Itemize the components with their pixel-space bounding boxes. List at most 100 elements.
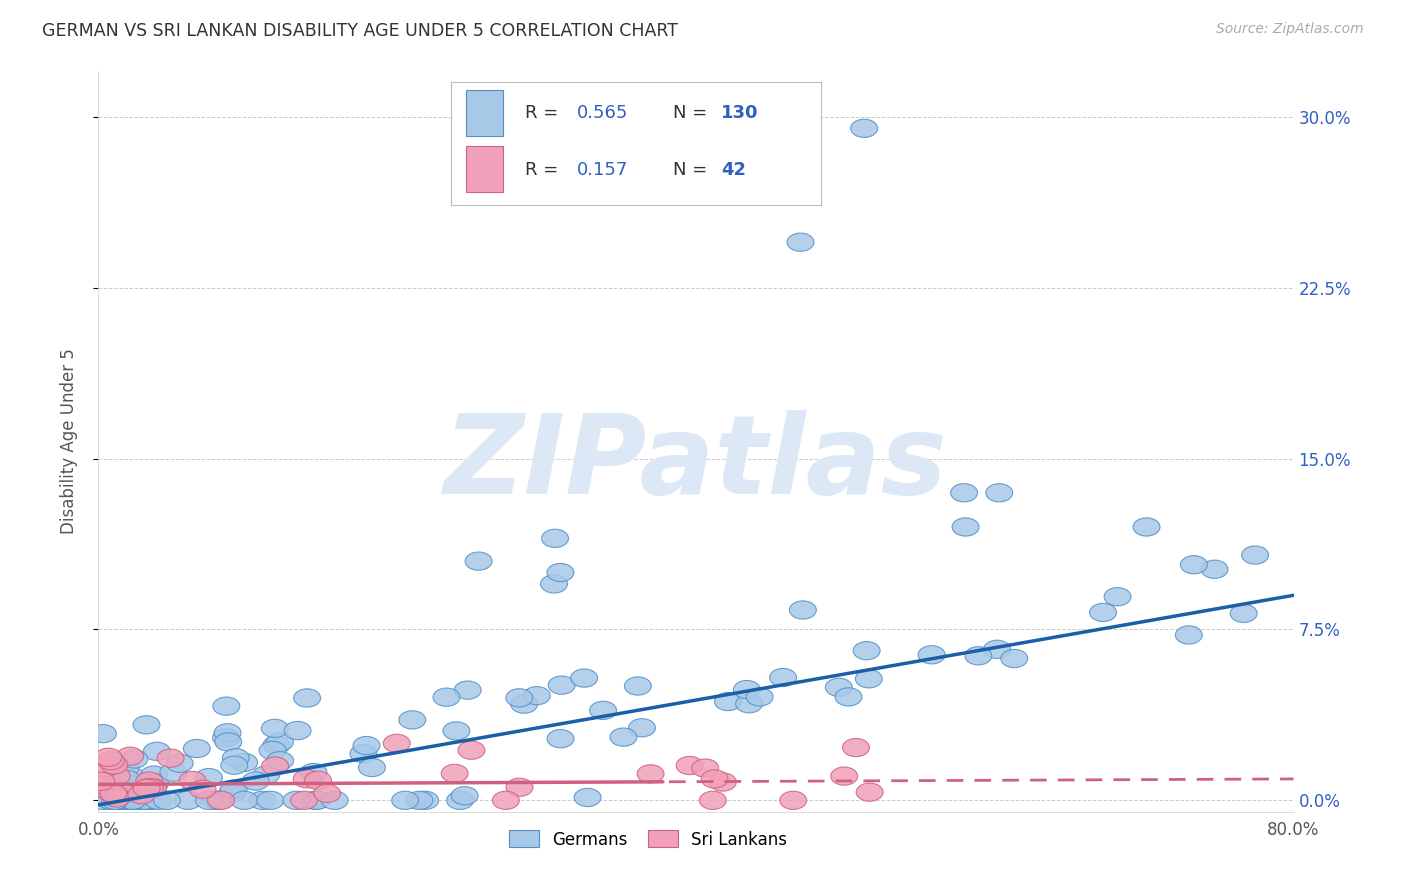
Ellipse shape xyxy=(142,774,169,792)
Ellipse shape xyxy=(262,719,288,738)
Ellipse shape xyxy=(101,791,128,809)
Ellipse shape xyxy=(143,742,170,761)
Ellipse shape xyxy=(789,601,817,619)
Ellipse shape xyxy=(540,574,568,593)
Ellipse shape xyxy=(118,791,145,809)
Ellipse shape xyxy=(195,769,222,787)
Ellipse shape xyxy=(221,756,247,774)
Ellipse shape xyxy=(842,739,869,756)
Ellipse shape xyxy=(384,734,411,753)
Ellipse shape xyxy=(1090,603,1116,622)
Ellipse shape xyxy=(104,791,131,809)
Ellipse shape xyxy=(294,770,321,788)
Ellipse shape xyxy=(103,789,131,807)
Ellipse shape xyxy=(93,786,120,804)
Ellipse shape xyxy=(747,688,773,706)
Ellipse shape xyxy=(179,772,205,789)
Text: ZIPatlas: ZIPatlas xyxy=(444,410,948,517)
Ellipse shape xyxy=(139,780,166,799)
Ellipse shape xyxy=(101,786,128,805)
Ellipse shape xyxy=(212,697,240,715)
Ellipse shape xyxy=(699,791,727,809)
Ellipse shape xyxy=(965,647,991,665)
Ellipse shape xyxy=(160,763,187,781)
Ellipse shape xyxy=(107,782,134,800)
Ellipse shape xyxy=(304,791,330,809)
Ellipse shape xyxy=(1201,560,1227,578)
Ellipse shape xyxy=(321,791,349,809)
Ellipse shape xyxy=(855,670,882,688)
Ellipse shape xyxy=(780,791,807,809)
Ellipse shape xyxy=(141,766,167,784)
Ellipse shape xyxy=(628,719,655,737)
Ellipse shape xyxy=(259,741,285,760)
Ellipse shape xyxy=(174,791,201,809)
Ellipse shape xyxy=(117,767,143,785)
Ellipse shape xyxy=(465,552,492,570)
Ellipse shape xyxy=(128,776,155,794)
Y-axis label: Disability Age Under 5: Disability Age Under 5 xyxy=(59,349,77,534)
Ellipse shape xyxy=(136,772,163,790)
Ellipse shape xyxy=(112,791,139,809)
Ellipse shape xyxy=(692,759,718,777)
Ellipse shape xyxy=(139,779,167,797)
Ellipse shape xyxy=(492,791,519,809)
Ellipse shape xyxy=(547,730,574,747)
Ellipse shape xyxy=(103,766,129,785)
Ellipse shape xyxy=(117,747,143,765)
Ellipse shape xyxy=(96,782,122,800)
Ellipse shape xyxy=(101,756,128,774)
Ellipse shape xyxy=(215,733,242,751)
Ellipse shape xyxy=(139,791,166,809)
Ellipse shape xyxy=(132,791,159,809)
Ellipse shape xyxy=(710,773,737,791)
Ellipse shape xyxy=(231,791,257,809)
Ellipse shape xyxy=(610,728,637,747)
Ellipse shape xyxy=(128,786,155,804)
Ellipse shape xyxy=(441,764,468,782)
Ellipse shape xyxy=(214,723,240,742)
Ellipse shape xyxy=(98,791,125,809)
Ellipse shape xyxy=(157,749,184,767)
Ellipse shape xyxy=(825,678,852,697)
Ellipse shape xyxy=(1001,649,1028,667)
Ellipse shape xyxy=(359,758,385,777)
Ellipse shape xyxy=(115,791,142,809)
Ellipse shape xyxy=(125,791,152,809)
Ellipse shape xyxy=(443,722,470,740)
Ellipse shape xyxy=(219,784,246,802)
Ellipse shape xyxy=(108,791,135,809)
Ellipse shape xyxy=(506,689,533,707)
Ellipse shape xyxy=(547,564,574,582)
Ellipse shape xyxy=(458,741,485,759)
Ellipse shape xyxy=(406,791,433,809)
Ellipse shape xyxy=(624,677,651,695)
Ellipse shape xyxy=(97,752,125,770)
Ellipse shape xyxy=(115,791,142,809)
Ellipse shape xyxy=(129,791,156,809)
Ellipse shape xyxy=(202,791,229,809)
Ellipse shape xyxy=(131,791,157,809)
Ellipse shape xyxy=(769,668,796,687)
Ellipse shape xyxy=(183,739,211,757)
Ellipse shape xyxy=(136,779,163,797)
Ellipse shape xyxy=(96,748,122,766)
Ellipse shape xyxy=(100,784,127,803)
Ellipse shape xyxy=(107,791,134,809)
Ellipse shape xyxy=(263,736,290,755)
Ellipse shape xyxy=(392,791,419,809)
Ellipse shape xyxy=(111,791,138,809)
Ellipse shape xyxy=(734,681,761,698)
Ellipse shape xyxy=(112,759,139,777)
Ellipse shape xyxy=(676,756,703,774)
Ellipse shape xyxy=(231,754,257,772)
Ellipse shape xyxy=(1241,546,1268,565)
Ellipse shape xyxy=(589,701,616,720)
Text: GERMAN VS SRI LANKAN DISABILITY AGE UNDER 5 CORRELATION CHART: GERMAN VS SRI LANKAN DISABILITY AGE UNDE… xyxy=(42,22,678,40)
Ellipse shape xyxy=(262,757,288,775)
Ellipse shape xyxy=(451,787,478,805)
Ellipse shape xyxy=(918,646,945,664)
Ellipse shape xyxy=(121,750,148,768)
Ellipse shape xyxy=(853,641,880,660)
Legend: Germans, Sri Lankans: Germans, Sri Lankans xyxy=(502,823,794,855)
